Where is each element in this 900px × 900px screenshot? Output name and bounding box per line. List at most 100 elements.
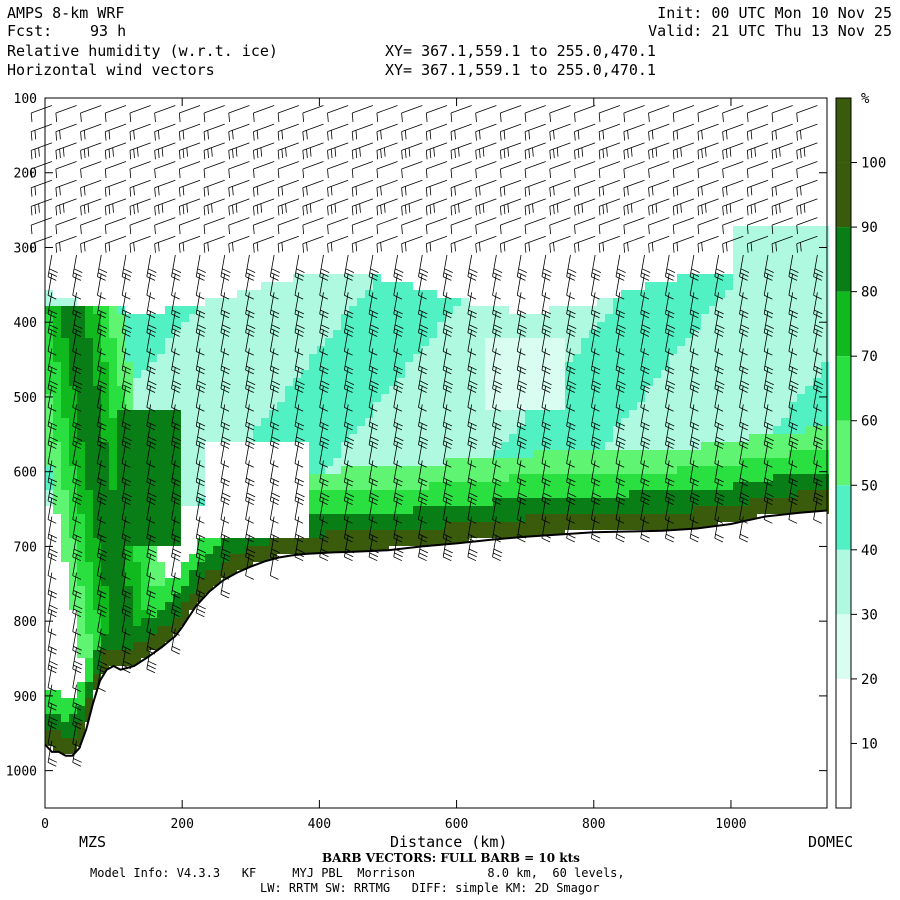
rh-cell xyxy=(749,490,757,498)
rh-cell xyxy=(493,410,501,418)
rh-cell xyxy=(549,442,557,450)
rh-cell xyxy=(485,378,493,386)
rh-cell xyxy=(245,314,253,322)
rh-cell xyxy=(429,378,437,386)
wind-barb-staff xyxy=(492,329,497,352)
rh-cell xyxy=(261,426,269,434)
rh-cell xyxy=(725,442,733,450)
rh-cell xyxy=(485,370,493,378)
wind-barb-feather xyxy=(442,332,452,337)
rh-cell xyxy=(77,338,85,346)
wind-barb-feather xyxy=(468,533,477,539)
rh-cell xyxy=(501,378,509,386)
wind-barb-feather xyxy=(245,332,254,337)
rh-cell xyxy=(117,466,125,474)
rh-cell xyxy=(181,346,189,354)
rh-cell xyxy=(613,466,621,474)
rh-cell xyxy=(389,410,397,418)
wind-barb-feather xyxy=(549,131,551,141)
wind-barb-feather xyxy=(73,440,82,446)
rh-cell xyxy=(453,354,461,362)
rh-cell xyxy=(421,362,429,370)
rh-cell xyxy=(781,362,789,370)
wind-barb-feather xyxy=(344,350,353,356)
rh-cell xyxy=(149,498,157,506)
rh-cell xyxy=(261,330,269,338)
wind-barb-feather xyxy=(221,477,230,483)
wind-barb-feather xyxy=(72,481,82,487)
rh-cell xyxy=(789,282,797,290)
rh-cell xyxy=(725,402,733,410)
rh-cell xyxy=(741,450,749,458)
rh-cell xyxy=(493,522,501,530)
rh-cell xyxy=(781,482,789,490)
wind-barb-staff xyxy=(574,161,596,170)
wind-barb-feather xyxy=(541,294,551,300)
rh-cell xyxy=(109,610,117,618)
rh-cell xyxy=(597,418,605,426)
rh-cell xyxy=(469,402,477,410)
rh-cell xyxy=(509,402,517,410)
fcst-value: 93 h xyxy=(90,22,127,40)
wind-barb-feather xyxy=(73,324,83,330)
wind-barb-feather xyxy=(327,187,329,197)
wind-barb-feather xyxy=(394,492,404,498)
wind-barb-feather xyxy=(309,147,312,157)
rh-cell xyxy=(221,354,229,362)
rh-cell xyxy=(501,410,509,418)
wind-barb-feather xyxy=(393,500,403,505)
rh-cell xyxy=(325,530,333,538)
rh-cell xyxy=(693,274,701,282)
rh-cell xyxy=(101,634,109,642)
wind-barb-feather xyxy=(517,533,527,539)
wind-barb-feather xyxy=(72,593,82,599)
rh-cell xyxy=(197,562,205,570)
wind-barb-staff xyxy=(327,123,349,133)
wind-barb-feather xyxy=(245,388,254,393)
rh-cell xyxy=(261,314,269,322)
rh-cell xyxy=(445,362,453,370)
wind-barb-staff xyxy=(516,497,522,520)
wind-barb-feather xyxy=(443,552,453,558)
wind-barb-feather xyxy=(83,205,86,215)
rh-cell xyxy=(629,314,637,322)
rh-cell xyxy=(373,530,381,538)
rh-cell xyxy=(397,394,405,402)
rh-cell xyxy=(637,306,645,314)
rh-cell xyxy=(701,498,709,506)
rh-cell xyxy=(581,426,589,434)
wind-barb-feather xyxy=(295,477,305,483)
rh-cell xyxy=(101,514,109,522)
rh-cell xyxy=(205,386,213,394)
wind-barb-staff xyxy=(72,665,77,688)
rh-cell xyxy=(741,386,749,394)
rh-cell xyxy=(557,386,565,394)
rh-cell xyxy=(437,298,445,306)
rh-cell xyxy=(109,362,117,370)
rh-cell xyxy=(325,274,333,282)
rh-cell xyxy=(237,290,245,298)
rh-cell xyxy=(165,586,173,594)
rh-cell xyxy=(261,354,269,362)
rh-cell xyxy=(133,426,141,434)
rh-cell xyxy=(365,338,373,346)
rh-cell xyxy=(453,426,461,434)
rh-cell xyxy=(405,514,413,522)
rh-cell xyxy=(813,362,821,370)
rh-cell xyxy=(469,450,477,458)
rh-cell xyxy=(397,498,405,506)
rh-cell xyxy=(269,298,277,306)
wind-barb-feather xyxy=(320,309,329,315)
wind-barb-feather xyxy=(393,463,403,468)
wind-barb-staff xyxy=(352,179,374,189)
rh-cell xyxy=(781,498,789,506)
wind-barb-feather xyxy=(404,130,407,140)
rh-cell xyxy=(653,474,661,482)
rh-cell xyxy=(549,474,557,482)
rh-cell xyxy=(749,274,757,282)
wind-barb-feather xyxy=(518,268,527,273)
rh-cell xyxy=(741,514,749,522)
valid-time: Valid: 21 UTC Thu 13 Nov 25 xyxy=(648,22,892,40)
wind-barb-staff xyxy=(47,665,53,688)
rh-cell xyxy=(733,362,741,370)
